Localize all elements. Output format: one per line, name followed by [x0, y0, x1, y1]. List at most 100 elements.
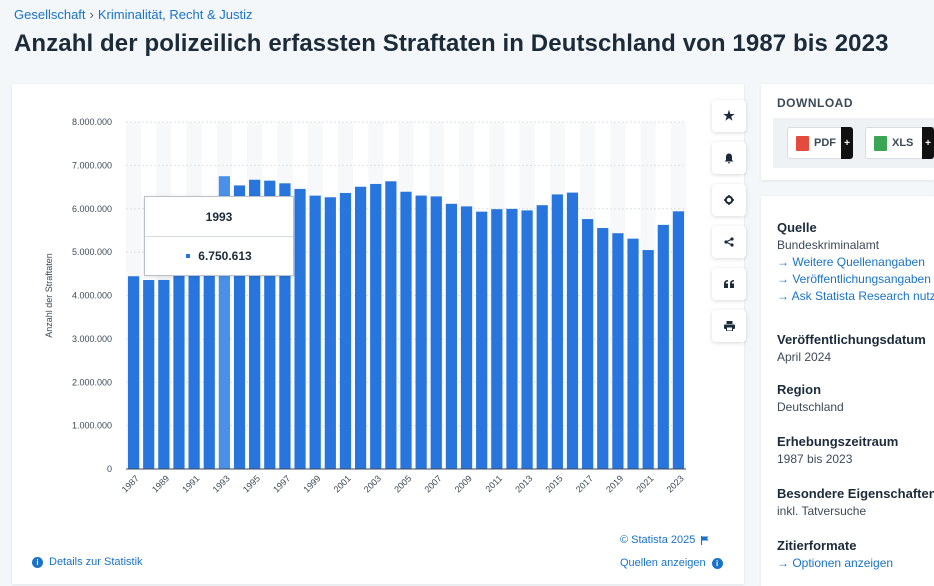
chart-tooltip: 1993 6.750.613	[144, 196, 294, 276]
citation-options-link[interactable]: → Optionen anzeigen	[777, 556, 894, 570]
download-card: DOWNLOAD PDF + XLS +	[761, 84, 934, 180]
gear-icon	[724, 195, 734, 205]
x-tick-label: 1989	[150, 473, 171, 494]
bar-2016	[566, 192, 579, 469]
bar-1991	[188, 238, 200, 469]
bar-2014	[536, 205, 548, 469]
x-tick-label: 2009	[453, 473, 474, 494]
print-button[interactable]	[712, 310, 746, 342]
ask-research-link[interactable]: → Ask Statista Research nutzen	[777, 289, 934, 303]
share-button[interactable]	[712, 226, 746, 258]
y-tick-label: 3.000.000	[72, 334, 112, 344]
x-tick-label: 2019	[604, 473, 625, 494]
bar-2009	[460, 206, 473, 469]
bar-1995	[249, 179, 261, 470]
x-tick-label: 1987	[120, 473, 141, 494]
x-tick-label: 2017	[574, 473, 595, 494]
region-heading: Region	[777, 382, 822, 397]
survey-period-section: Erhebungszeitraum 1987 bis 2023	[777, 434, 898, 466]
more-sources-link[interactable]: → Weitere Quellenangaben	[777, 255, 925, 269]
flag-icon	[701, 535, 709, 545]
x-tick-label: 2001	[332, 473, 353, 494]
breadcrumb-item-kriminalitaet[interactable]: Kriminalität, Recht & Justiz	[97, 7, 253, 22]
cite-button[interactable]	[712, 268, 746, 300]
y-axis-label: Anzahl der Straftaten	[44, 253, 54, 338]
x-tick-label: 2007	[422, 473, 443, 494]
bar-2018	[597, 228, 609, 469]
source-heading: Quelle	[777, 220, 817, 235]
citation-heading: Zitierformate	[777, 538, 857, 553]
star-icon: ★	[723, 108, 735, 123]
pdf-label: PDF	[814, 137, 836, 149]
x-tick-label: 1995	[241, 473, 262, 494]
x-tick-label: 2011	[483, 473, 504, 494]
settings-button[interactable]	[712, 184, 746, 216]
bar-2002	[354, 186, 367, 469]
bar-2012	[506, 208, 518, 469]
info-icon: i	[711, 557, 723, 569]
pdf-download-button[interactable]: PDF +	[787, 127, 853, 159]
bar-2000	[324, 197, 336, 469]
tooltip-value-row: 6.750.613	[145, 237, 293, 275]
bar-1988	[143, 280, 155, 469]
bar-2005	[400, 191, 412, 469]
statista-credit[interactable]: © Statista 2025	[620, 534, 709, 546]
bar-2020	[627, 238, 639, 469]
print-icon	[723, 321, 735, 331]
bar-2013	[521, 210, 533, 469]
credit-text: © Statista 2025	[620, 534, 696, 546]
y-tick-label: 2.000.000	[72, 377, 112, 387]
x-tick-label: 1999	[301, 473, 322, 494]
sources-link[interactable]: Quellen anzeigen i	[620, 557, 723, 569]
bar-2004	[385, 181, 397, 469]
details-link[interactable]: i Details zur Statistik	[32, 556, 143, 568]
download-bar: PDF + XLS +	[773, 118, 934, 168]
notification-button[interactable]	[712, 142, 746, 174]
x-tick-label: 2021	[634, 473, 655, 494]
info-icon: i	[32, 556, 43, 568]
source-value: Bundeskriminalamt	[777, 238, 880, 252]
share-icon	[724, 237, 734, 247]
bar-2003	[370, 183, 382, 469]
special-properties-heading: Besondere Eigenschaften	[777, 486, 934, 501]
bar-1992	[203, 196, 215, 470]
special-properties-section: Besondere Eigenschaften inkl. Tatversuch…	[777, 486, 934, 518]
bar-2019	[612, 233, 624, 469]
y-tick-label: 8.000.000	[72, 117, 112, 127]
breadcrumb: Gesellschaft › Kriminalität, Recht & Justi…	[14, 7, 253, 22]
pdf-file-icon	[796, 135, 809, 151]
favorite-button[interactable]: ★	[712, 100, 746, 132]
bar-2015	[551, 194, 563, 470]
pdf-plus-icon: +	[841, 127, 853, 159]
bar-2022	[657, 224, 669, 469]
tooltip-year: 1993	[145, 197, 293, 237]
publication-date-section: Veröffentlichungsdatum April 2024	[777, 332, 926, 364]
bell-icon	[724, 153, 734, 163]
publication-details-link[interactable]: → Veröffentlichungsangaben	[777, 272, 931, 286]
publication-date-heading: Veröffentlichungsdatum	[777, 332, 926, 347]
x-tick-label: 1991	[180, 473, 201, 494]
xls-download-button[interactable]: XLS +	[865, 127, 934, 159]
bar-1999	[309, 195, 321, 469]
special-properties-value: inkl. Tatversuche	[777, 504, 867, 518]
bar-chart: 0 1.000.000 2.000.000 3.000.000 4.000.000 5.0…	[44, 117, 686, 495]
bar-1996	[264, 180, 276, 469]
y-tick-label: 4.000.000	[72, 291, 112, 301]
region-value: Deutschland	[777, 400, 844, 414]
breadcrumb-item-gesellschaft[interactable]: Gesellschaft	[14, 7, 86, 22]
info-card: Quelle Bundeskriminalamt → Weitere Quell…	[761, 196, 934, 586]
x-tick-label: 2023	[665, 473, 686, 494]
y-tick-label: 6.000.000	[72, 204, 112, 214]
chart-card: 0 1.000.000 2.000.000 3.000.000 4.000.000 5.0…	[12, 84, 746, 584]
bar-1987	[127, 276, 140, 469]
survey-period-value: 1987 bis 2023	[777, 452, 853, 466]
bar-2006	[415, 195, 427, 469]
citation-section: Zitierformate → Optionen anzeigen	[777, 538, 893, 570]
x-tick-label: 2015	[544, 473, 565, 494]
bar-2008	[445, 203, 458, 470]
sources-link-label: Quellen anzeigen	[620, 557, 706, 569]
download-title: DOWNLOAD	[777, 96, 853, 110]
source-section: Quelle Bundeskriminalamt → Weitere Quell…	[777, 220, 934, 303]
xls-label: XLS	[892, 137, 914, 149]
xls-file-icon	[874, 135, 887, 151]
